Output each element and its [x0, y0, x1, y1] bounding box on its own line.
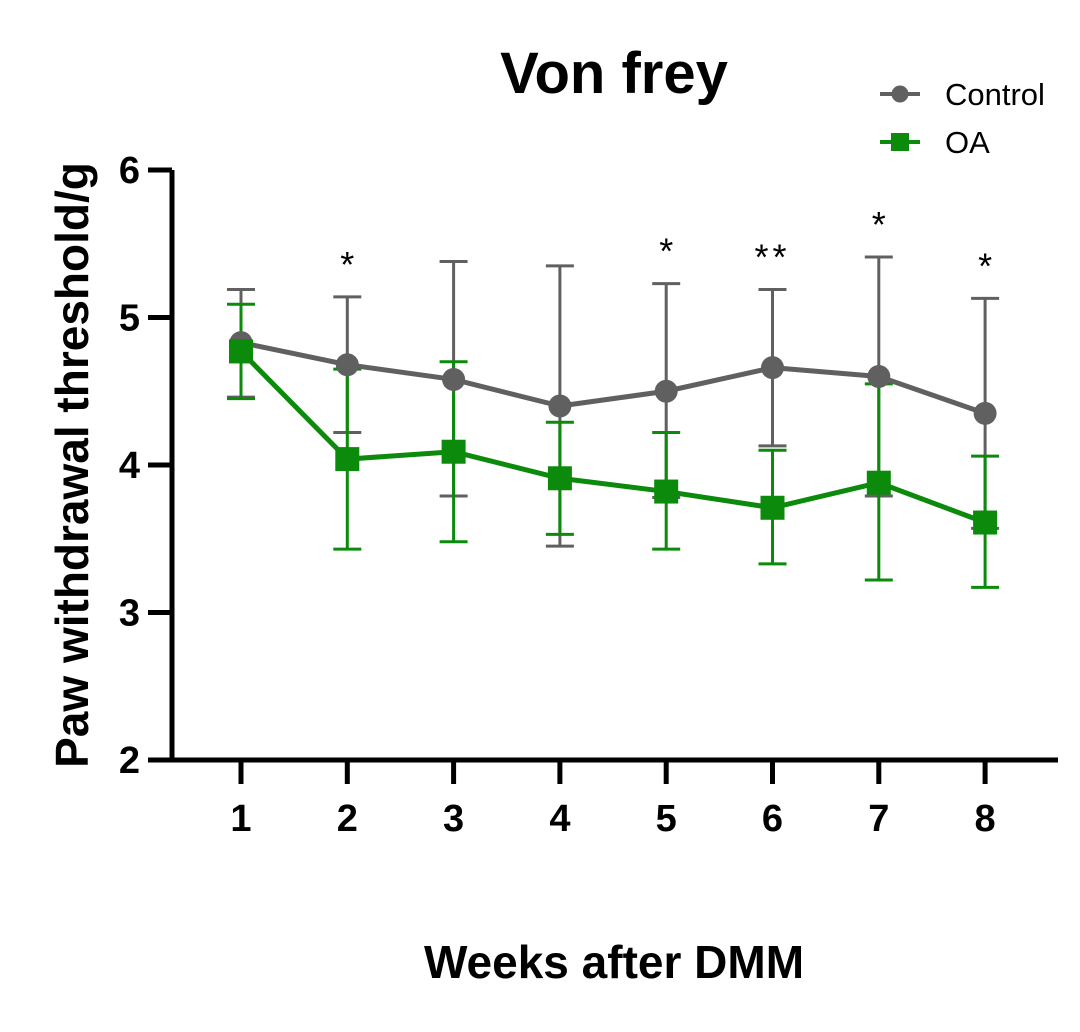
oa-data-point	[441, 439, 466, 464]
y-tick-label: 2	[119, 740, 140, 782]
x-tick-label: 6	[762, 798, 783, 840]
legend: Control OA	[880, 77, 1045, 160]
x-tick-label: 8	[975, 798, 996, 840]
legend-oa-marker	[891, 133, 909, 151]
control-data-point	[654, 379, 678, 403]
legend-control-marker	[891, 85, 909, 103]
oa-data-point	[229, 339, 253, 364]
y-tick-label: 3	[119, 593, 140, 635]
oa-data-point	[973, 510, 998, 535]
control-data-point	[867, 365, 891, 388]
control-series-line	[240, 340, 986, 416]
x-tick-label: 7	[868, 798, 889, 840]
error-bars	[227, 255, 1000, 589]
oa-data-point	[654, 479, 679, 504]
significance-annotations: * * ****	[340, 204, 992, 286]
axes: 2 3 4 5 6 1 2 3 4 5 6 7 8	[119, 150, 1058, 840]
significance-marker: *	[978, 245, 992, 286]
chart-title: Von frey	[500, 41, 728, 106]
x-tick-label: 2	[337, 798, 358, 840]
significance-marker: *	[872, 204, 886, 245]
series-lines	[239, 340, 986, 525]
oa-series-line	[239, 349, 986, 525]
x-axis-title: Weeks after DMM	[424, 936, 804, 988]
x-tick-label: 5	[656, 798, 677, 840]
x-tick-label: 1	[230, 798, 251, 840]
control-data-point	[973, 401, 997, 425]
legend-oa-label: OA	[945, 125, 990, 160]
y-tick-label: 5	[119, 298, 140, 340]
oa-data-point	[760, 495, 785, 520]
control-data-point	[442, 367, 466, 391]
oa-data-point	[866, 470, 891, 495]
oa-data-point	[335, 447, 360, 472]
series-markers	[229, 331, 998, 535]
y-tick-label: 4	[119, 445, 140, 487]
significance-marker: *	[659, 231, 673, 272]
x-tick-label: 3	[443, 798, 464, 840]
legend-control-label: Control	[945, 77, 1045, 112]
control-data-point	[761, 356, 784, 380]
x-tick-label: 4	[549, 798, 570, 840]
control-data-point	[548, 394, 572, 418]
oa-data-point	[547, 466, 572, 491]
y-tick-label: 6	[119, 150, 140, 192]
significance-marker: **	[754, 236, 790, 277]
y-axis-title: Paw withdrawal threshold/g	[46, 162, 98, 768]
control-data-point	[335, 353, 359, 377]
significance-marker: *	[340, 244, 354, 285]
